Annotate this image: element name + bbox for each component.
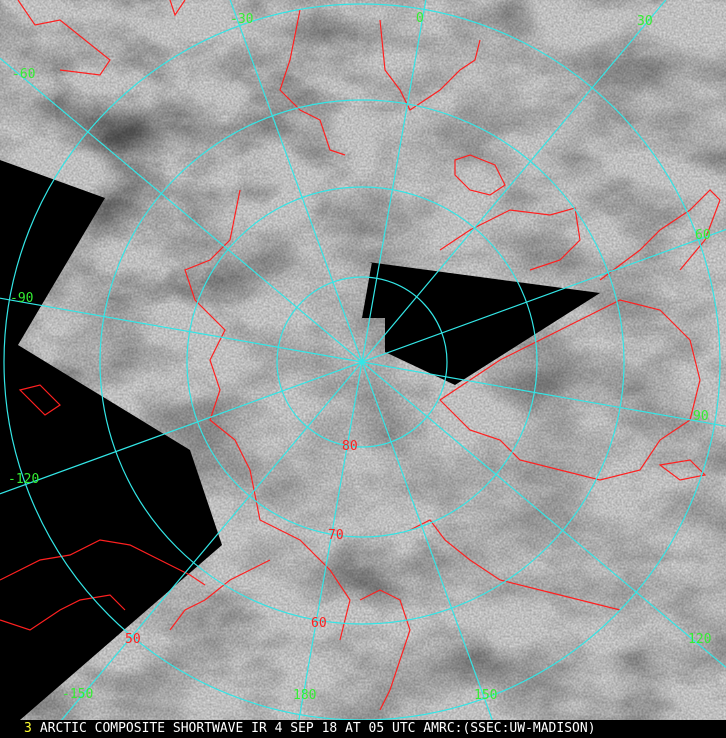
coastline (658, 459, 707, 481)
meridian-line (361, 0, 427, 363)
coastline (439, 299, 701, 481)
longitude-label: -90 (10, 291, 34, 306)
meridian-line (61, 361, 363, 720)
latitude-label: 80 (342, 439, 358, 454)
coastline (0, 594, 126, 631)
coastline (279, 9, 346, 156)
longitude-label: 90 (693, 409, 709, 424)
coastline (169, 0, 186, 17)
coastline (409, 519, 621, 611)
latitude-circle (99, 99, 625, 625)
latitude-label: 60 (311, 616, 327, 631)
coastline (599, 189, 721, 281)
longitude-label: 30 (637, 14, 653, 29)
graticule (0, 0, 726, 720)
no-data-region-west (0, 160, 222, 720)
longitude-label: 180 (293, 688, 317, 703)
meridian-line (361, 361, 726, 668)
coastline (439, 207, 581, 271)
coastline (359, 589, 411, 711)
meridian-line (0, 57, 363, 363)
coastline (17, 0, 111, 76)
latitude-circle (3, 3, 721, 720)
latitude-label: 70 (328, 528, 344, 543)
meridian-line (0, 297, 363, 363)
caption-title: ARCTIC COMPOSITE SHORTWAVE IR 4 SEP 18 A… (39, 721, 596, 736)
latitude-label: 50 (125, 632, 141, 647)
coastline (184, 189, 351, 641)
coastline (379, 19, 481, 111)
coastline (169, 559, 271, 631)
longitude-label: 150 (474, 688, 498, 703)
latitude-circle (276, 276, 448, 448)
longitude-label: 0 (416, 11, 424, 26)
no-data-region-central (362, 262, 600, 385)
coastlines (0, 0, 721, 711)
coastline (454, 154, 506, 196)
longitude-label: -150 (62, 687, 94, 702)
latitude-circle (186, 186, 538, 538)
arctic-satellite-map (0, 0, 726, 720)
longitude-label: -30 (230, 12, 254, 27)
meridian-line (361, 228, 726, 363)
longitude-label: 120 (688, 632, 712, 647)
image-caption-bar: 3 ARCTIC COMPOSITE SHORTWAVE IR 4 SEP 18 … (0, 720, 726, 738)
meridian-line (361, 361, 726, 427)
coastline (18, 384, 61, 416)
meridian-line (298, 361, 363, 720)
longitude-label: -60 (12, 67, 36, 82)
longitude-label: -120 (8, 472, 40, 487)
frame-number: 3 (24, 721, 32, 736)
longitude-label: 60 (695, 228, 711, 243)
meridian-line (0, 361, 363, 495)
meridian-line (361, 0, 667, 363)
meridian-line (229, 0, 363, 363)
meridian-line (361, 361, 493, 720)
